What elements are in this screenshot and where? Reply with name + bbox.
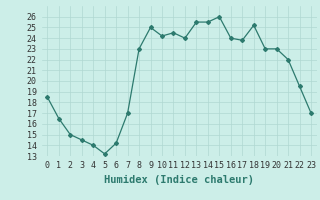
X-axis label: Humidex (Indice chaleur): Humidex (Indice chaleur)	[104, 175, 254, 185]
